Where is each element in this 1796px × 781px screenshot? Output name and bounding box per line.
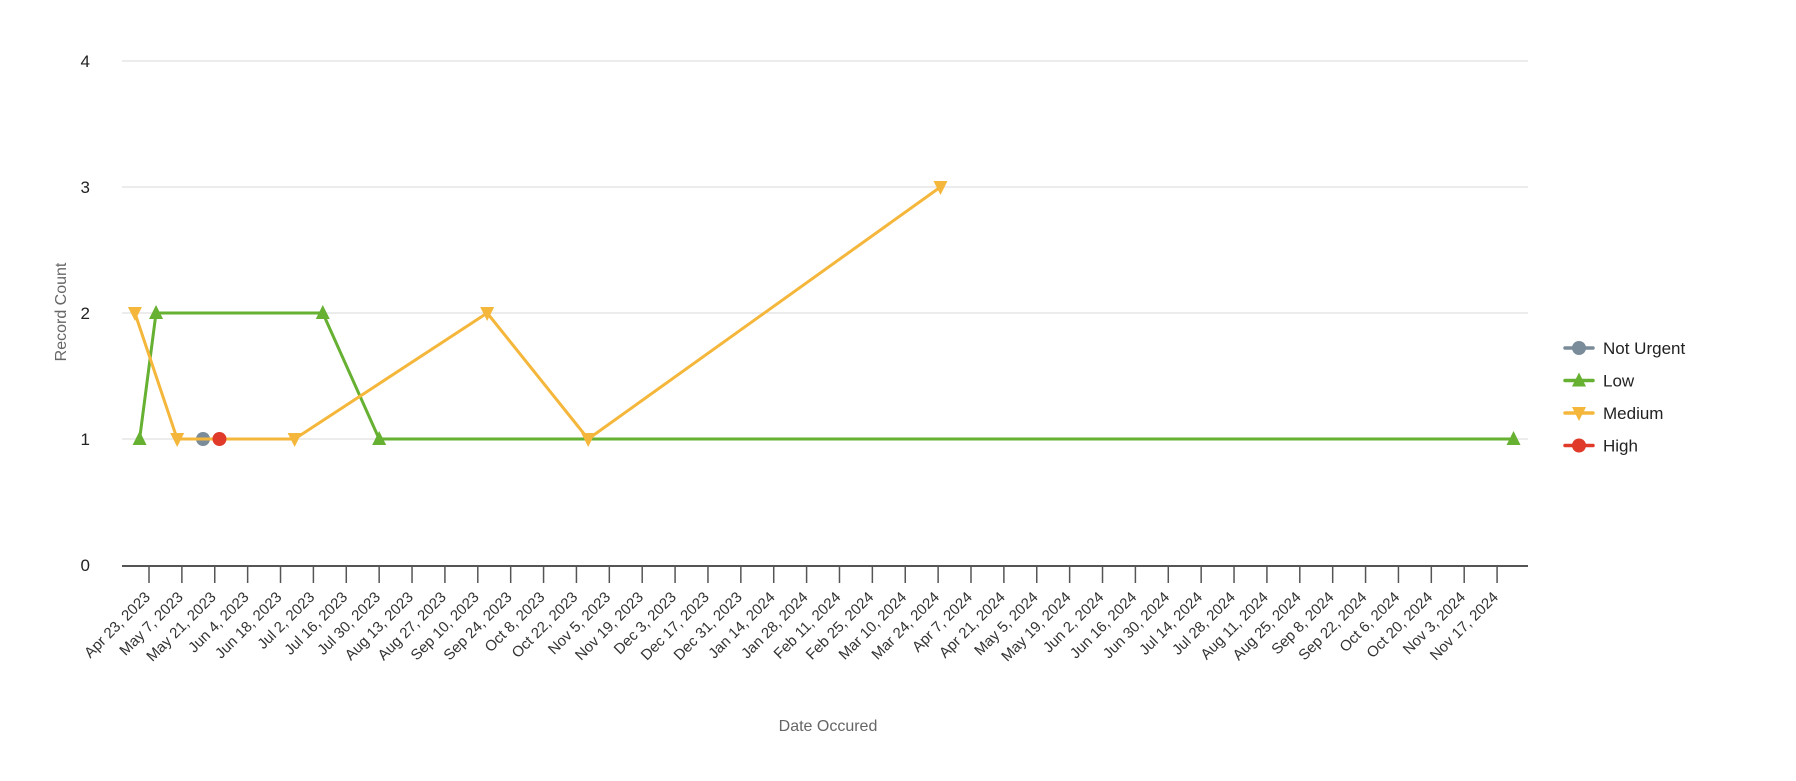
legend-marker-icon xyxy=(1572,438,1586,453)
legend-label: Medium xyxy=(1603,404,1663,423)
data-point-medium xyxy=(287,433,302,447)
data-point-medium xyxy=(933,181,948,195)
data-point-low xyxy=(1506,431,1521,445)
y-axis-ticks: 0 1 2 3 4 xyxy=(81,52,90,575)
data-point-low xyxy=(149,305,164,319)
legend-label: High xyxy=(1603,437,1638,456)
data-point-low xyxy=(315,305,330,319)
legend-marker-icon xyxy=(1572,407,1586,421)
legend-marker-icon xyxy=(1572,372,1586,387)
data-point-medium xyxy=(480,307,495,321)
legend: Not Urgent Low Medium High xyxy=(1563,339,1685,456)
series-medium xyxy=(127,181,948,447)
legend-item-not-urgent: Not Urgent xyxy=(1563,339,1685,358)
data-point-low xyxy=(372,431,387,445)
legend-marker-icon xyxy=(1572,341,1586,355)
series-layer xyxy=(127,181,1521,447)
y-axis-title: Record Count xyxy=(53,262,70,361)
legend-item-medium: Medium xyxy=(1563,404,1663,423)
legend-item-high: High xyxy=(1563,437,1638,456)
series-line-low xyxy=(138,311,1514,441)
legend-label: Not Urgent xyxy=(1603,339,1685,358)
data-point-medium xyxy=(581,433,596,447)
y-tick-label: 0 xyxy=(81,556,90,575)
y-tick-label: 2 xyxy=(81,304,90,323)
series-low xyxy=(132,305,1521,445)
series-line-medium xyxy=(133,185,942,441)
data-point-low xyxy=(132,431,147,445)
y-tick-label: 3 xyxy=(81,178,90,197)
legend-item-low: Low xyxy=(1563,372,1635,391)
data-point-high xyxy=(212,432,227,446)
y-tick-label: 4 xyxy=(81,52,90,71)
gridlines xyxy=(122,60,1528,440)
data-point-medium xyxy=(170,433,185,447)
data-point-medium xyxy=(127,307,142,321)
y-tick-label: 1 xyxy=(81,430,90,449)
series-high xyxy=(212,432,227,446)
legend-label: Low xyxy=(1603,372,1635,391)
x-axis-title: Date Occured xyxy=(779,718,878,735)
